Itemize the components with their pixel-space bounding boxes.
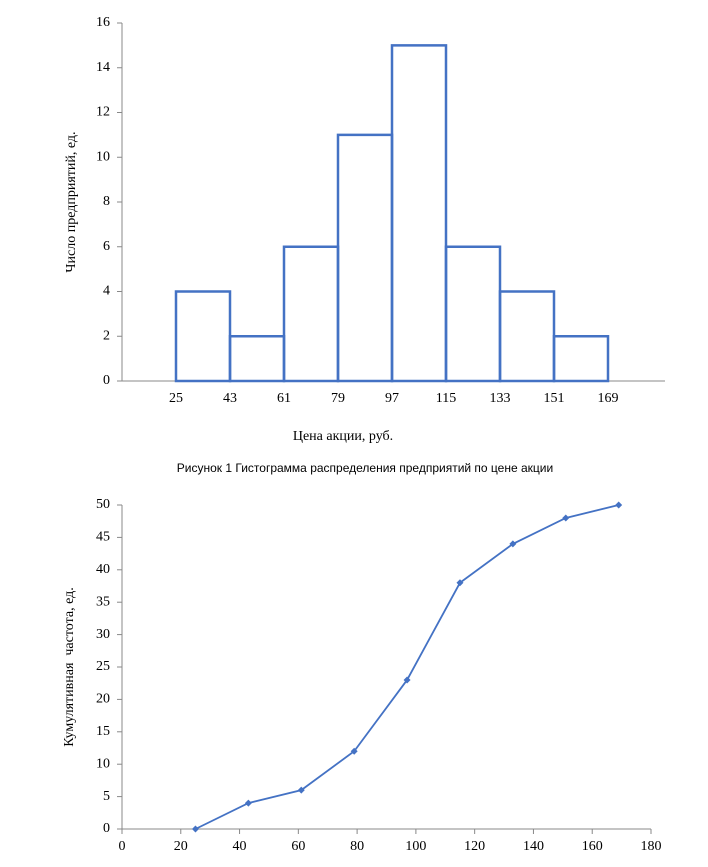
bin-label: 115 (436, 391, 456, 406)
y-tick-label: 0 (103, 821, 110, 836)
marker (350, 747, 358, 755)
marker (562, 514, 570, 522)
marker (615, 501, 623, 509)
bar (552, 335, 610, 383)
bar (498, 290, 556, 383)
bin-label: 169 (598, 391, 619, 406)
y-tick-label: 14 (96, 60, 110, 75)
y-tick-label: 15 (96, 724, 110, 739)
x-tick-label: 0 (119, 839, 126, 854)
bin-label: 61 (277, 391, 291, 406)
bar (282, 245, 340, 383)
x-tick-label: 60 (291, 839, 305, 854)
bar (174, 290, 232, 383)
line (195, 504, 619, 830)
y-tick-label: 16 (96, 15, 110, 30)
bin-label: 79 (331, 391, 345, 406)
marker (509, 540, 517, 548)
y-tick-label: 8 (103, 194, 110, 209)
y-tick-label: 5 (103, 789, 110, 804)
bar (390, 44, 448, 383)
bar (336, 133, 394, 383)
x-tick-label: 20 (174, 839, 188, 854)
bin-label: 151 (544, 391, 565, 406)
y-tick-label: 10 (96, 149, 110, 164)
x-tick-label: 100 (405, 839, 426, 854)
y-tick-label: 20 (96, 692, 110, 707)
x-tick-label: 120 (464, 839, 485, 854)
x-tick-label: 180 (641, 839, 662, 854)
bar (228, 335, 286, 383)
marker (403, 676, 411, 684)
bin-label: 43 (223, 391, 237, 406)
y-axis-label: Число предприятий, ед. (64, 131, 79, 272)
y-tick-label: 0 (103, 373, 110, 388)
marker (456, 579, 464, 587)
y-tick-label: 45 (96, 530, 110, 545)
x-axis-label: Цена акции, руб. (293, 429, 393, 444)
marker (191, 825, 199, 833)
y-tick-label: 6 (103, 239, 110, 254)
y-tick-label: 4 (103, 284, 110, 299)
bar (444, 245, 502, 383)
y-tick-label: 12 (96, 105, 110, 120)
x-tick-label: 140 (523, 839, 544, 854)
y-tick-label: 10 (96, 756, 110, 771)
y-tick-label: 30 (96, 627, 110, 642)
y-tick-label: 2 (103, 328, 110, 343)
x-tick-label: 40 (233, 839, 247, 854)
y-tick-label: 25 (96, 659, 110, 674)
y-tick-label: 35 (96, 594, 110, 609)
y-tick-label: 40 (96, 562, 110, 577)
marker (244, 799, 252, 807)
marker (297, 786, 305, 794)
x-tick-label: 80 (350, 839, 364, 854)
bin-label: 25 (169, 391, 183, 406)
caption: Рисунок 1 Гистограмма распределения пред… (177, 461, 553, 475)
bin-label: 97 (385, 391, 399, 406)
y-tick-label: 50 (96, 497, 110, 512)
x-tick-label: 160 (582, 839, 603, 854)
bin-label: 133 (490, 391, 511, 406)
y-axis-label: Кумулятивная частота, ед. (62, 587, 77, 747)
